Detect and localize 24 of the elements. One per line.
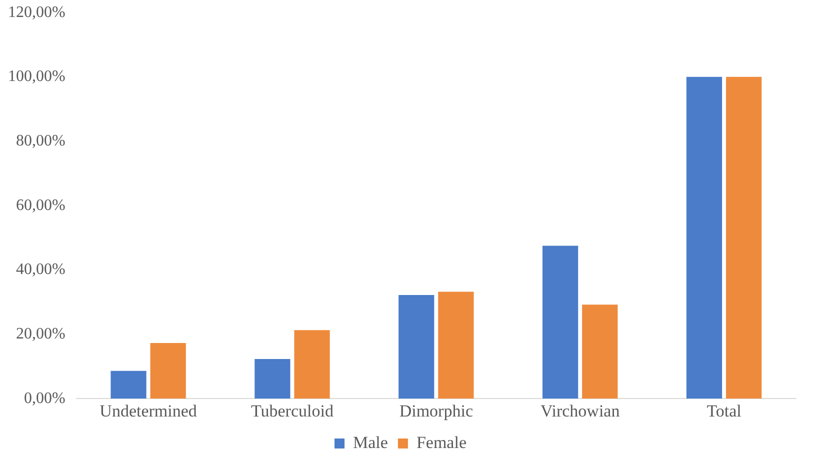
bar bbox=[438, 292, 474, 399]
x-tick-label: Tuberculoid bbox=[250, 401, 334, 420]
y-tick-label: 0,00% bbox=[24, 390, 66, 407]
legend-label: Female bbox=[416, 432, 466, 452]
bar bbox=[254, 359, 290, 399]
x-tick-label: Virchowian bbox=[540, 401, 620, 420]
bar bbox=[542, 246, 578, 399]
x-tick-label: Dimorphic bbox=[399, 401, 474, 420]
bar bbox=[150, 342, 186, 399]
bar bbox=[686, 76, 722, 399]
x-tick-label: Total bbox=[706, 401, 742, 420]
y-tick-label: 60,00% bbox=[16, 196, 66, 214]
y-tick-label: 80,00% bbox=[16, 132, 66, 150]
y-tick-label: 120,00% bbox=[8, 4, 66, 21]
bar bbox=[110, 370, 146, 399]
y-tick-label: 20,00% bbox=[16, 325, 66, 342]
y-tick-label: 40,00% bbox=[16, 261, 66, 278]
bar bbox=[726, 76, 762, 399]
x-tick-label: Undetermined bbox=[100, 401, 198, 420]
bar bbox=[398, 295, 434, 399]
legend-label: Male bbox=[353, 432, 388, 452]
bar bbox=[582, 304, 618, 399]
y-tick-label: 100,00% bbox=[8, 68, 66, 86]
bar bbox=[294, 330, 330, 399]
